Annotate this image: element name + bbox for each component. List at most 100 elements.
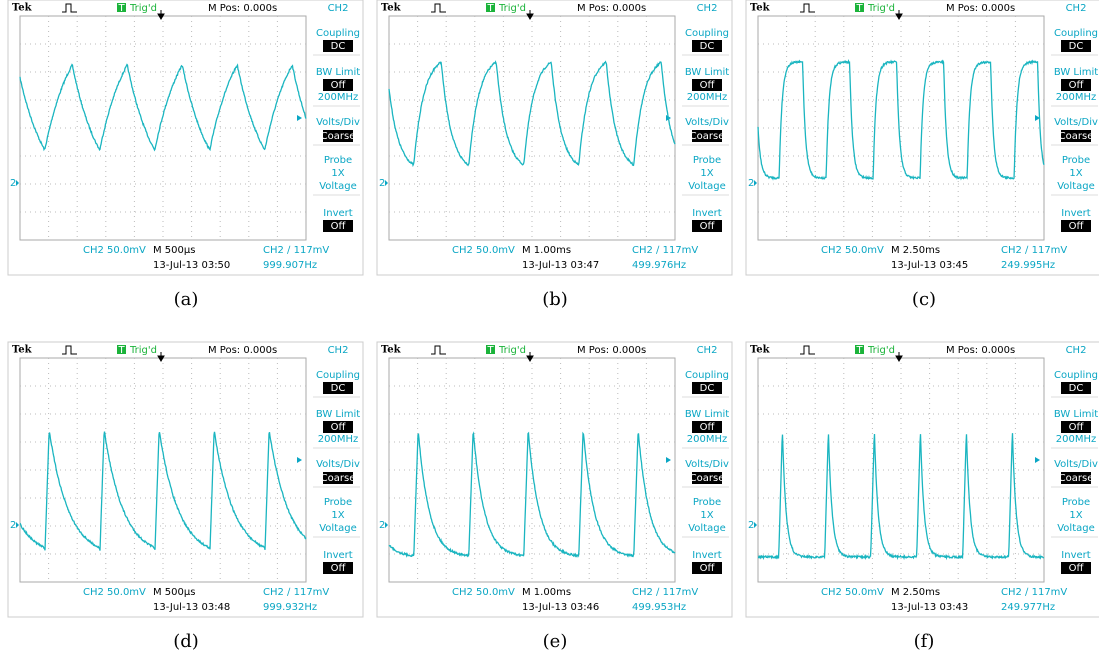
horizontal-position: M Pos: 0.000s: [946, 345, 1015, 356]
menu-selected: Off: [700, 80, 716, 91]
frequency: 999.932Hz: [263, 602, 317, 613]
channel: CH2: [328, 3, 349, 14]
timebase: M 1.00ms: [522, 245, 571, 256]
caption: (f): [914, 631, 935, 652]
ground-marker: 2: [10, 178, 16, 189]
menu-selected: Off: [1069, 422, 1085, 433]
trigger-icon: T: [486, 345, 494, 356]
screen: [377, 0, 732, 275]
menu-label: Coupling: [1054, 370, 1098, 381]
menu-label: Probe: [1062, 497, 1090, 508]
menu-selected: Coarse: [321, 131, 356, 142]
menu-label: Volts/Div: [316, 459, 360, 470]
channel: CH2: [1066, 345, 1087, 356]
menu-extra: 200MHz: [687, 92, 727, 103]
trigger-icon: T: [855, 345, 863, 356]
menu-selected: Coarse: [690, 473, 725, 484]
menu-label: Volts/Div: [685, 459, 729, 470]
menu-selected: Off: [331, 221, 347, 232]
ground-marker: 2: [748, 520, 754, 531]
channel: CH2: [697, 345, 718, 356]
trigger-status: Trig'd: [129, 345, 157, 356]
horizontal-position: M Pos: 0.000s: [577, 345, 646, 356]
menu-extra: 200MHz: [318, 92, 358, 103]
menu-selected: Off: [331, 422, 347, 433]
menu-selected: Coarse: [690, 131, 725, 142]
frequency: 249.995Hz: [1001, 260, 1055, 271]
menu-label: Coupling: [685, 370, 729, 381]
brand: Tek: [750, 3, 771, 14]
timebase: M 1.00ms: [522, 587, 571, 598]
channel: CH2: [328, 345, 349, 356]
ground-marker: 2: [748, 178, 754, 189]
menu-extra: Voltage: [319, 181, 357, 192]
menu-selected: Coarse: [1059, 131, 1094, 142]
menu-label: Coupling: [316, 28, 360, 39]
menu-selected: DC: [1069, 41, 1084, 52]
menu-label: Volts/Div: [1054, 459, 1098, 470]
menu-extra: Voltage: [688, 181, 726, 192]
trigger-status: Trig'd: [498, 345, 526, 356]
vertical-scale: CH2 50.0mV: [83, 587, 146, 598]
frequency: 249.977Hz: [1001, 602, 1055, 613]
date-time: 13-Jul-13 03:46: [522, 602, 599, 613]
menu-extra: 200MHz: [318, 434, 358, 445]
menu-selected: Off: [331, 563, 347, 574]
scope-panel: TekTTrig'dM Pos: 0.000sCH22CouplingDCBW …: [8, 342, 363, 617]
trigger-status: Trig'd: [867, 345, 895, 356]
menu-label: Probe: [324, 155, 352, 166]
frequency: 499.953Hz: [632, 602, 686, 613]
menu-extra: 200MHz: [1056, 434, 1096, 445]
date-time: 13-Jul-13 03:48: [153, 602, 230, 613]
menu-extra: Voltage: [1057, 523, 1095, 534]
channel: CH2: [1066, 3, 1087, 14]
scope-panel: TekTTrig'dM Pos: 0.000sCH22CouplingDCBW …: [377, 0, 732, 275]
trigger-status: Trig'd: [867, 3, 895, 14]
menu-label: BW Limit: [316, 409, 360, 420]
frequency: 999.907Hz: [263, 260, 317, 271]
menu-selected: DC: [331, 383, 346, 394]
vertical-scale: CH2 50.0mV: [821, 245, 884, 256]
menu-label: Probe: [1062, 155, 1090, 166]
figure: Tek T Trig'd M Pos: 0.000s CH2 2 Coupling DC BW …: [0, 0, 1099, 665]
trigger-status: Trig'd: [498, 3, 526, 14]
horizontal-position: M Pos: 0.000s: [208, 3, 277, 14]
trigger-status: Trig'd: [129, 3, 157, 14]
screen: [377, 342, 732, 617]
menu-label: BW Limit: [316, 67, 360, 78]
caption: (e): [543, 631, 568, 652]
trigger-icon: T: [486, 3, 494, 14]
caption: (d): [173, 631, 199, 652]
screen: [8, 0, 363, 275]
horizontal-position: M Pos: 0.000s: [208, 345, 277, 356]
menu-selected: DC: [331, 41, 346, 52]
caption: (b): [542, 289, 568, 310]
date-time: 13-Jul-13 03:45: [891, 260, 968, 271]
horizontal-position: M Pos: 0.000s: [946, 3, 1015, 14]
menu-label: Coupling: [316, 370, 360, 381]
vertical-scale: CH2 50.0mV: [83, 245, 146, 256]
trigger-level: CH2 ∕ 117mV: [1001, 587, 1067, 598]
menu-selected: Coarse: [1059, 473, 1094, 484]
menu-extra: 1X: [331, 168, 344, 179]
menu-label: BW Limit: [685, 67, 729, 78]
brand: Tek: [12, 3, 33, 14]
trigger-level: CH2 ∕ 117mV: [263, 245, 329, 256]
trigger-level: CH2 ∕ 117mV: [632, 245, 698, 256]
timebase: M 2.50ms: [891, 245, 940, 256]
menu-label: Volts/Div: [685, 117, 729, 128]
menu-label: BW Limit: [685, 409, 729, 420]
menu-extra: 200MHz: [1056, 92, 1096, 103]
menu-selected: DC: [1069, 383, 1084, 394]
scope-panel: TekTTrig'dM Pos: 0.000sCH22CouplingDCBW …: [746, 342, 1099, 617]
timebase: M 500µs: [153, 587, 195, 598]
trigger-icon: T: [117, 345, 125, 356]
menu-extra: 1X: [700, 168, 713, 179]
trigger-level: CH2 ∕ 117mV: [632, 587, 698, 598]
menu-extra: 1X: [331, 510, 344, 521]
brand: Tek: [381, 345, 402, 356]
channel: CH2: [697, 3, 718, 14]
brand: Tek: [381, 3, 402, 14]
timebase: M 500µs: [153, 245, 195, 256]
menu-selected: DC: [700, 41, 715, 52]
